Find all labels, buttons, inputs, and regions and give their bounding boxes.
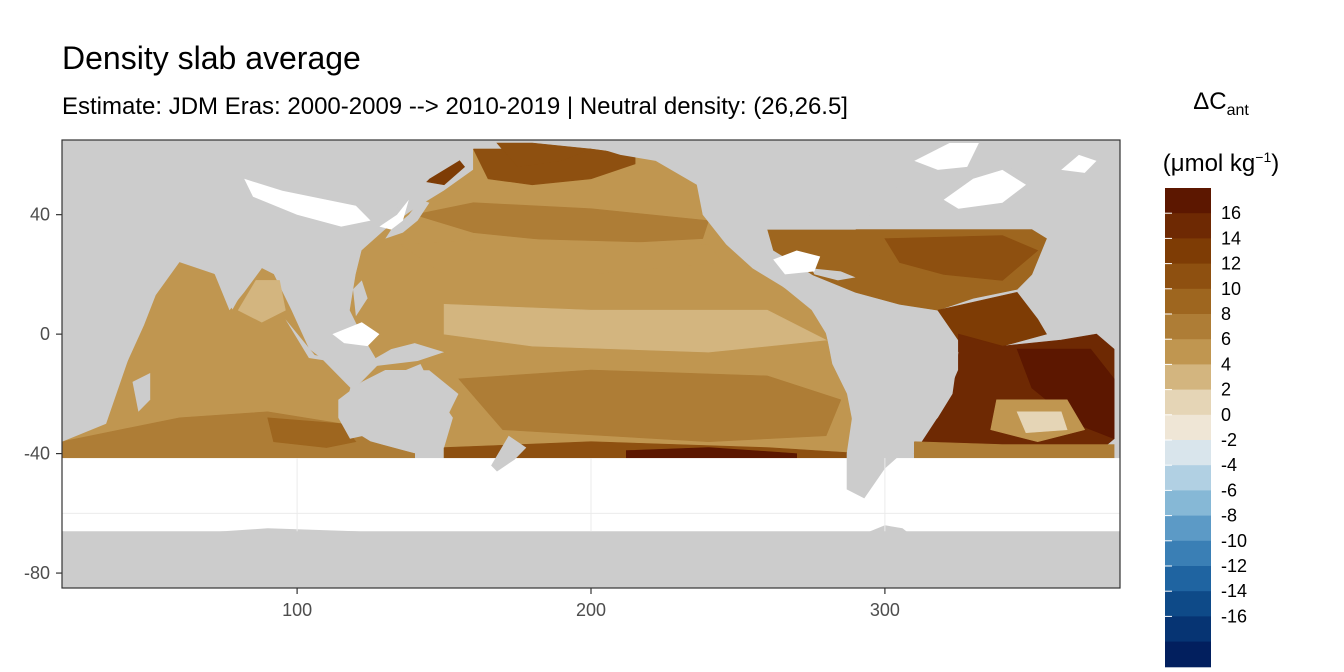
colorbar-segment <box>1165 188 1211 214</box>
colorbar-segment <box>1165 314 1211 340</box>
colorbar-label: 8 <box>1221 304 1231 324</box>
north-atlantic-gyre <box>884 235 1039 281</box>
cuba-hispaniola-land <box>811 268 856 281</box>
colorbar-label: -16 <box>1221 606 1247 626</box>
chart-title: Density slab average <box>62 40 361 76</box>
colorbar-segment <box>1165 591 1211 617</box>
colorbar-segment <box>1165 515 1211 542</box>
south-atlantic-east-max <box>1016 348 1115 440</box>
colorbar-segment <box>1165 616 1211 643</box>
colorbar-segment <box>1165 540 1211 567</box>
madagascar-land <box>132 373 151 412</box>
colorbar-label: -12 <box>1221 556 1247 576</box>
colorbar-label: 10 <box>1221 279 1241 299</box>
north-america-land <box>571 140 974 311</box>
colorbar-segment <box>1165 339 1211 365</box>
y-tick-label: 40 <box>30 205 50 225</box>
philippines-land <box>353 280 368 317</box>
north-pacific-gyre <box>414 202 710 245</box>
colorbar-label: 4 <box>1221 354 1231 374</box>
colorbar-segment <box>1165 641 1211 668</box>
south-atlantic-south <box>913 441 1115 460</box>
colorbar-label: 2 <box>1221 380 1231 400</box>
indian-ocean-east-band <box>267 417 357 448</box>
colorbar-segment <box>1165 414 1211 441</box>
colorbar-segment <box>1165 263 1211 290</box>
south-atlantic-gyre-core <box>1016 411 1068 434</box>
australia-land <box>338 364 453 451</box>
colorbar-label: -10 <box>1221 531 1247 551</box>
arabia-land <box>106 238 174 305</box>
arctic-nodata-2 <box>943 169 1026 209</box>
colorbar-segment <box>1165 490 1211 517</box>
y-tick-label: 0 <box>40 324 50 344</box>
bay-of-bengal <box>237 280 286 323</box>
colorbar-label: 0 <box>1221 405 1231 425</box>
new-zealand-land <box>491 435 527 472</box>
colorbar-label: 12 <box>1221 254 1241 274</box>
colorbar-segment <box>1165 288 1211 315</box>
north-pacific-midband <box>399 238 724 275</box>
indonesia-land <box>285 319 445 367</box>
colorbar-label: -14 <box>1221 581 1247 601</box>
colorbar-segment <box>1165 566 1211 592</box>
bering <box>496 142 592 168</box>
indonesia-nodata <box>332 322 380 347</box>
x-tick-label: 300 <box>870 600 900 620</box>
antarctica-land <box>62 525 1120 588</box>
colorbar-label: -4 <box>1221 455 1237 475</box>
tropical-pacific-light <box>443 303 828 353</box>
baltic-nodata <box>1061 154 1097 173</box>
south-pacific-gyre <box>458 369 842 443</box>
colorbar-label: -8 <box>1221 506 1237 526</box>
colorbar-segment <box>1165 389 1211 416</box>
japan-land <box>385 199 430 239</box>
south-georgia-nodata <box>893 474 932 490</box>
colorbar: 16 14 12 10 8 6 4 2 0 -2 -4 -6 -8 -10 -12 -14 -16 <box>1165 188 1247 668</box>
colorbar-segment <box>1165 364 1211 391</box>
map-panel <box>62 140 1120 588</box>
colorbar-segment <box>1165 440 1211 466</box>
x-tick-label: 100 <box>282 600 312 620</box>
south-america-land <box>820 298 959 499</box>
greenland-nodata <box>914 143 979 170</box>
colorbar-label: 6 <box>1221 329 1231 349</box>
y-tick-label: -40 <box>24 444 50 464</box>
colorbar-label: 14 <box>1221 228 1241 248</box>
colorbar-label: 16 <box>1221 203 1241 223</box>
legend-title-symbol: ΔCant <box>1193 88 1249 119</box>
y-tick-label: -80 <box>24 563 50 583</box>
india-land <box>203 244 262 311</box>
x-tick-label: 200 <box>576 600 606 620</box>
chart-subtitle: Estimate: JDM Eras: 2000-2009 --> 2010-2… <box>62 93 848 120</box>
arctic-nodata-1 <box>244 178 371 227</box>
asia-land <box>62 140 474 329</box>
legend-title-unit: (μmol kg−1) <box>1162 148 1280 177</box>
legend-title: ΔCant (μmol kg−1) <box>1160 85 1282 181</box>
colorbar-segment <box>1165 465 1211 491</box>
gulf-mexico-nodata <box>773 250 821 275</box>
colorbar-label: -2 <box>1221 430 1237 450</box>
colorbar-label: -6 <box>1221 480 1237 500</box>
colorbar-segment <box>1165 238 1211 265</box>
japan-sea-nodata <box>379 199 409 230</box>
colorbar-segment <box>1165 213 1211 239</box>
